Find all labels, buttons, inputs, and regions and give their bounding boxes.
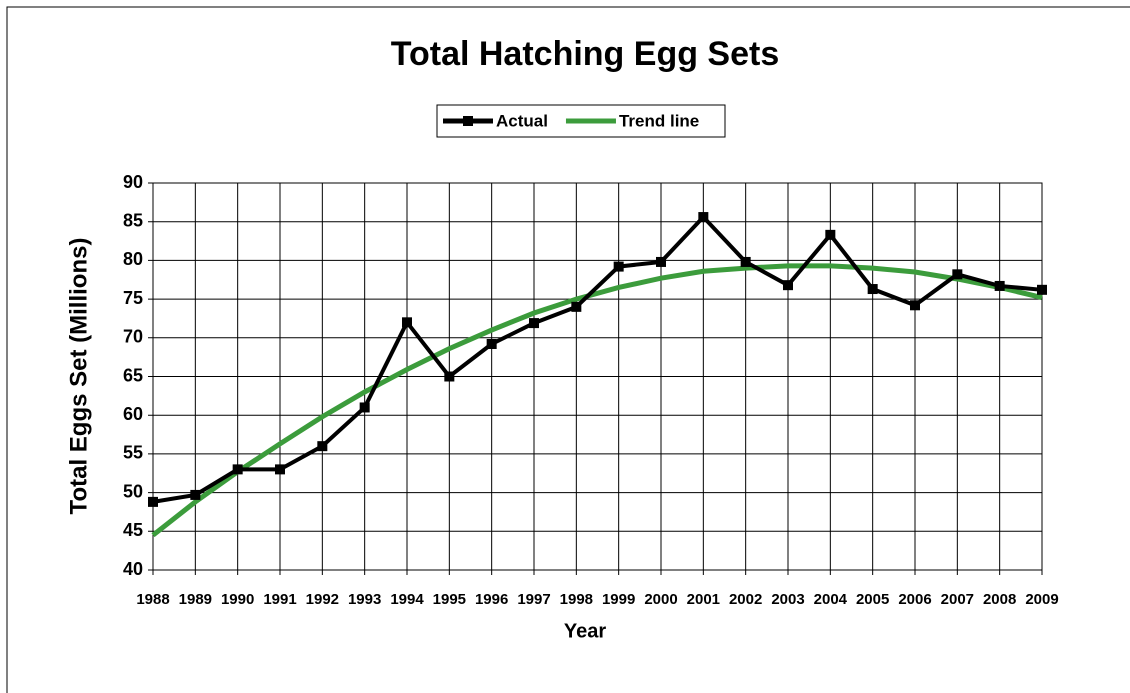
y-tick-label: 80 [123,249,143,269]
x-tick-label: 1994 [390,591,424,608]
data-point [571,301,582,312]
x-tick-label: 1992 [306,591,339,608]
x-tick-label: 2004 [814,591,848,608]
y-tick-label: 90 [123,172,143,192]
y-tick-label: 40 [123,559,143,579]
y-tick-label: 50 [123,481,143,501]
x-tick-label: 2000 [644,591,677,608]
data-point [1037,284,1047,295]
x-tick-label: 2002 [729,591,762,608]
data-point [867,284,878,295]
data-point [317,441,328,452]
data-point [740,256,751,267]
chart-border [6,6,1130,693]
x-tick-label: 2003 [771,591,804,608]
legend-marker [463,116,473,126]
y-axis-label: Total Eggs Set (Millions) [65,238,92,515]
data-point [190,489,201,500]
x-tick-label: 2007 [941,591,974,608]
x-tick-label: 1999 [602,591,635,608]
data-point [952,269,963,280]
data-point [656,256,666,267]
series-line [152,214,1043,504]
data-point [783,280,793,291]
data-point [994,280,1005,291]
data-point [910,300,920,311]
series-line [151,263,1043,538]
data-point [698,212,709,223]
x-tick-label: 2009 [1025,591,1058,608]
data-point [486,338,497,349]
y-tick-label: 70 [123,327,143,347]
x-tick-label: 2005 [856,591,889,608]
x-tick-label: 1995 [433,591,466,608]
x-tick-label: 1988 [136,591,169,608]
x-axis-label: Year [564,620,606,642]
data-point [275,464,285,475]
x-tick-label: 2001 [687,591,720,608]
data-point [825,229,836,240]
y-tick-label: 75 [123,288,143,308]
x-tick-label: 1996 [475,591,508,608]
x-tick-label: 1997 [517,591,550,608]
x-tick-label: 1990 [221,591,254,608]
y-tick-label: 55 [123,443,143,463]
chart-title: Total Hatching Egg Sets [391,35,780,73]
x-tick-label: 1993 [348,591,381,608]
data-point [148,496,158,507]
x-tick-label: 1989 [179,591,212,608]
x-tick-label: 2008 [983,591,1016,608]
data-point [444,371,455,382]
data-point [613,261,624,272]
x-tick-label: 2006 [898,591,931,608]
x-tick-label: 1991 [263,591,296,608]
y-tick-label: 60 [123,404,143,424]
data-point [232,464,243,475]
y-tick-label: 65 [123,365,143,385]
legend-label: Actual [496,111,548,130]
legend-label: Trend line [619,111,699,130]
y-tick-label: 85 [123,210,143,230]
data-point [359,402,370,413]
data-point [529,318,539,329]
data-point [402,317,412,328]
x-tick-label: 1998 [560,591,593,608]
y-tick-label: 45 [123,520,143,540]
